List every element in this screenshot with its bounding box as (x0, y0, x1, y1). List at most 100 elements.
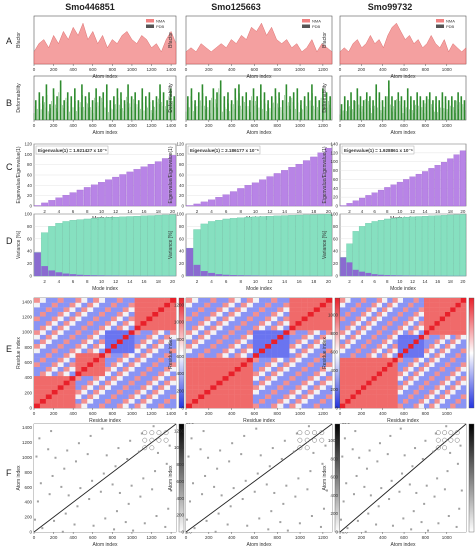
panel-e1-cell-14-12 (116, 348, 123, 354)
panel-e3-cell-7-9 (376, 362, 383, 367)
panel-f1-contact-14 (126, 457, 129, 460)
panel-e3-cell-20-7 (445, 371, 451, 377)
panel-e1-cell-8-18 (81, 320, 88, 326)
panel-e3-cell-9-5 (387, 380, 393, 386)
panel-d3-cum-bar-11 (403, 216, 410, 277)
panel-e3-cell-13-16 (408, 330, 414, 335)
panel-e3-cell-4-6 (361, 375, 367, 381)
panel-f1-xlabel: Atom index (92, 542, 118, 548)
panel-e1-cell-5-1 (63, 398, 70, 404)
panel-e3-cell-2-15 (350, 334, 356, 340)
panel-f3-contact-45 (414, 447, 417, 450)
panel-e1-cell-15-1 (122, 398, 129, 404)
panel-f3-contact-35 (355, 474, 358, 477)
panel-f1-xtick-label-4: 800 (109, 535, 117, 540)
panel-e1-cell-8-7 (81, 371, 88, 377)
panel-b2-ylabel: Deformability (168, 83, 174, 113)
panel-e1-cell-1-4 (39, 385, 47, 390)
panel-d3-xlabel: Mode index (390, 286, 416, 292)
panel-e2-cell-22-1 (319, 398, 327, 404)
panel-e3-cell-9-21 (387, 307, 393, 312)
panel-e2-cell-23-21 (325, 307, 333, 312)
panel-e3-cell-9-6 (387, 375, 393, 381)
panel-e2-cell-10-18 (246, 320, 254, 326)
panel-e3-cell-14-18 (413, 320, 419, 326)
panel-e3-cell-12-11 (403, 353, 409, 358)
panel-e1-cell-6-3 (69, 389, 76, 395)
panel-f1-contact-41 (91, 479, 94, 482)
panel-c1-bar-2 (41, 202, 49, 207)
panel-e3-cell-10-4 (392, 385, 398, 390)
panel-e3-ytick-label-0: 0 (335, 406, 338, 411)
panel-e3-cell-20-16 (445, 330, 451, 335)
panel-e3-cell-13-7 (408, 371, 414, 377)
panel-e3-ytick-label-5: 1000 (328, 312, 339, 317)
panel-e3-cell-22-19 (455, 316, 461, 322)
panel-e3-cell-1-1 (345, 398, 351, 404)
panel-e2-cell-16-10 (283, 357, 290, 363)
panel-e3-cell-4-1 (361, 398, 367, 404)
panel-f3-contact-57 (358, 456, 361, 459)
panel-e3-cell-5-15 (366, 334, 372, 340)
panel-d3-cum-bar-10 (396, 217, 403, 277)
panel-f1-contact-11 (35, 455, 38, 458)
panel-e1-cell-1-16 (39, 330, 47, 335)
panel-e3-cell-3-5 (355, 380, 362, 386)
panel-e3-cell-12-6 (403, 375, 409, 381)
panel-e1-cell-13-3 (110, 389, 118, 395)
panel-e1-cell-18-21 (140, 307, 147, 312)
panel-e1-cell-11-12 (99, 348, 106, 354)
panel-e1-cell-4-17 (57, 325, 64, 331)
panel-f3-contact-41 (390, 479, 393, 482)
panel-e2-cell-13-6 (265, 375, 272, 381)
panel-f1-contact-23 (114, 465, 117, 468)
panel-e2-cell-4-21 (210, 307, 217, 312)
panel-e2-cell-14-2 (271, 394, 278, 400)
panel-f3-contact-24 (354, 430, 357, 433)
panel-e1-cell-6-12 (69, 348, 76, 354)
panel-e3-cell-21-15 (450, 334, 456, 340)
panel-e3-cell-11-2 (397, 394, 404, 400)
panel-e1-cell-23-5 (170, 380, 177, 386)
row-letter-e: E (6, 344, 13, 354)
panel-e1-cell-20-15 (152, 334, 159, 340)
panel-e3-cell-10-19 (392, 316, 398, 322)
panel-e1-cell-2-4 (45, 385, 52, 390)
panel-e1-cell-10-3 (93, 389, 100, 395)
panel-e2-cell-19-16 (301, 330, 308, 335)
panel-d1-ytick-label-1: 20 (27, 261, 33, 266)
panel-e3-cell-5-2 (366, 394, 372, 400)
panel-e1-cell-7-1 (75, 398, 82, 404)
panel-e3-cell-15-12 (418, 348, 425, 354)
panel-e2-cell-14-1 (271, 398, 278, 404)
panel-e3-cell-16-5 (424, 380, 430, 386)
panel-e3-cell-13-9 (408, 362, 414, 367)
panel-a1-xtick-label-7: 1400 (166, 67, 177, 72)
panel-e2-cell-0-4 (186, 385, 193, 390)
panel-e2-cell-15-4 (277, 385, 284, 390)
panel-e2-cell-5-6 (216, 375, 223, 381)
panel-e1-cell-20-8 (152, 366, 159, 372)
panel-e2-cell-18-13 (295, 343, 302, 349)
panel-e1-cell-9-2 (87, 394, 94, 400)
panel-e2-cell-5-2 (216, 394, 223, 400)
panel-e3-cell-10-2 (392, 394, 398, 400)
panel-e3-cell-0-11 (340, 353, 346, 358)
panel-e2-cell-4-20 (210, 311, 217, 317)
panel-e1-cell-3-6 (51, 375, 58, 381)
panel-e2-cell-11-10 (252, 357, 260, 363)
panel-d1-xtick-label-8: 18 (156, 279, 162, 284)
panel-e3-cell-13-11 (408, 353, 414, 358)
panel-f1-contact-46 (53, 519, 56, 522)
panel-e1-cell-9-22 (87, 302, 94, 308)
panel-e3-cell-3-15 (355, 334, 362, 340)
panel-e2-cell-16-3 (283, 389, 290, 395)
panel-d3-cum-bar-16 (434, 215, 441, 277)
panel-e1-cell-7-0 (75, 403, 82, 409)
panel-e2-cell-12-15 (259, 334, 266, 340)
panel-e1-cell-10-0 (93, 403, 100, 409)
panel-e1-cell-5-19 (63, 316, 70, 322)
panel-e3-cell-13-19 (408, 316, 414, 322)
panel-e2-cell-18-10 (295, 357, 302, 363)
panel-e1-cell-13-5 (110, 380, 118, 386)
